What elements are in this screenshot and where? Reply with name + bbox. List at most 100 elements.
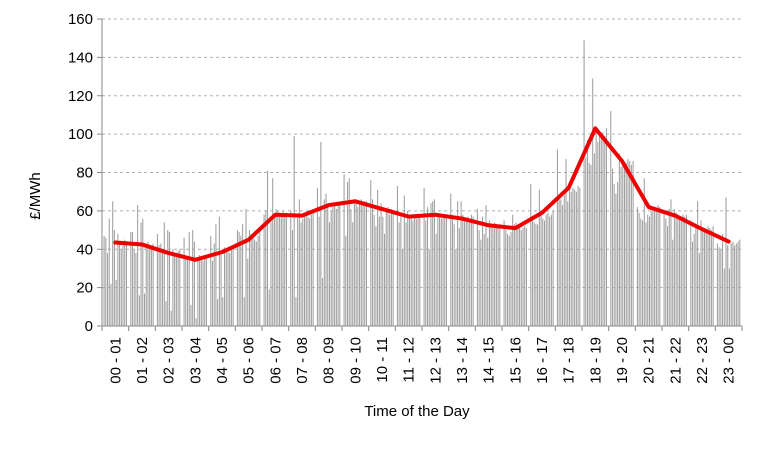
price-bar xyxy=(585,157,587,326)
price-bar xyxy=(615,193,617,326)
price-bar xyxy=(588,162,590,326)
price-bar xyxy=(175,255,177,326)
price-bar xyxy=(570,191,572,326)
price-bar xyxy=(462,214,464,326)
price-bar xyxy=(668,208,670,326)
price-bar xyxy=(510,231,512,326)
price-bar xyxy=(620,166,622,326)
price-bar xyxy=(604,136,606,326)
price-bar xyxy=(617,182,619,326)
price-bar xyxy=(375,226,377,326)
price-bar xyxy=(162,249,164,326)
price-bar xyxy=(723,268,725,326)
price-bar xyxy=(307,216,309,326)
price-bar xyxy=(542,218,544,326)
price-bar xyxy=(513,224,515,326)
price-bar xyxy=(346,182,349,326)
price-bar xyxy=(716,243,718,326)
price-bar xyxy=(682,214,684,326)
price-bar xyxy=(163,222,165,326)
price-bar xyxy=(407,210,409,327)
price-bar xyxy=(365,201,367,326)
price-bar xyxy=(490,224,492,326)
price-bar xyxy=(563,195,565,326)
price-bar xyxy=(503,220,505,326)
price-bar xyxy=(465,220,467,326)
price-bar xyxy=(359,203,361,326)
price-bar xyxy=(659,207,661,326)
price-bar xyxy=(217,299,219,326)
y-tick-label: 140 xyxy=(68,49,93,66)
price-bar xyxy=(480,239,482,326)
price-bar xyxy=(174,253,176,326)
price-bar xyxy=(362,205,364,326)
price-bar xyxy=(439,214,441,326)
price-bar xyxy=(650,210,652,327)
price-bar xyxy=(199,255,201,326)
x-tick-label: 13 - 14 xyxy=(454,337,471,384)
y-tick-label: 120 xyxy=(68,88,93,105)
price-bar xyxy=(470,214,472,326)
price-bar xyxy=(268,289,270,326)
price-bar xyxy=(242,224,244,326)
price-bar xyxy=(679,216,681,326)
price-bar xyxy=(322,278,324,326)
y-tick-label: 40 xyxy=(76,241,93,258)
x-tick-label: 22 - 23 xyxy=(694,337,711,384)
price-bar xyxy=(220,255,222,326)
price-bar xyxy=(383,233,386,326)
price-bar xyxy=(547,212,549,326)
y-tick-label: 60 xyxy=(76,203,93,220)
price-bar xyxy=(543,220,546,326)
price-bar xyxy=(428,249,430,326)
price-bar xyxy=(309,218,311,326)
price-bar xyxy=(718,247,720,326)
price-bar xyxy=(245,208,247,326)
price-bar xyxy=(316,187,318,326)
price-bar xyxy=(295,297,297,326)
price-bar xyxy=(133,249,135,326)
price-bar xyxy=(108,218,110,326)
price-bar xyxy=(240,235,242,326)
price-bar xyxy=(415,218,417,326)
price-bar xyxy=(583,40,585,327)
price-bar xyxy=(293,136,295,326)
axes xyxy=(97,18,743,331)
price-bar xyxy=(272,178,274,326)
price-bar xyxy=(332,207,334,326)
price-bar xyxy=(691,241,694,326)
price-bar xyxy=(195,318,197,326)
price-bar xyxy=(352,222,354,326)
price-bar xyxy=(666,226,669,326)
price-bar xyxy=(712,226,714,326)
price-bar xyxy=(257,235,259,326)
price-bar xyxy=(574,189,576,326)
price-bar xyxy=(703,230,706,326)
price-bar xyxy=(112,201,114,326)
price-bar xyxy=(560,199,562,326)
price-bar xyxy=(192,230,194,326)
price-bar xyxy=(613,184,615,326)
price-bar xyxy=(737,241,739,326)
price-bar xyxy=(444,214,446,326)
price-bar xyxy=(232,247,234,326)
price-bar xyxy=(355,199,357,326)
price-bar xyxy=(417,214,419,326)
y-tick-label: 80 xyxy=(76,165,93,182)
price-bar xyxy=(135,253,137,326)
bars xyxy=(103,40,741,327)
y-tick-label: 160 xyxy=(68,11,93,28)
price-bar xyxy=(370,180,372,326)
price-bar xyxy=(103,235,105,326)
price-bar xyxy=(186,256,189,326)
price-bar xyxy=(179,249,181,326)
x-tick-label: 15 - 16 xyxy=(507,337,524,384)
price-bar xyxy=(110,283,112,326)
x-tick-label: 12 - 13 xyxy=(427,337,444,384)
price-bar xyxy=(568,184,570,326)
price-bar xyxy=(405,222,407,326)
price-bar xyxy=(685,214,687,326)
price-bar xyxy=(590,164,592,326)
price-bar xyxy=(432,201,434,326)
price-bar xyxy=(655,210,657,327)
